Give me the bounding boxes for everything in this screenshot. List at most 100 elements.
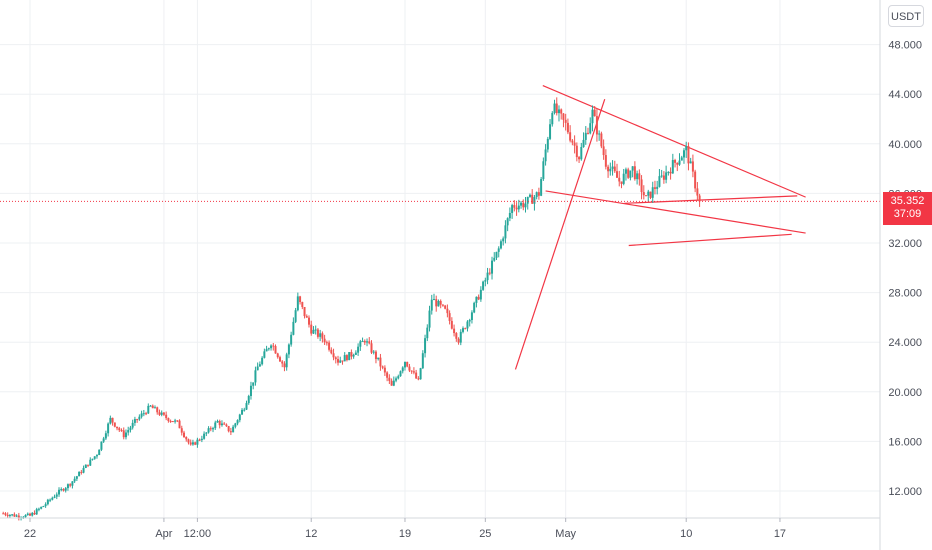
candle-body <box>551 112 554 125</box>
candle-body <box>124 432 127 438</box>
candle-body <box>508 212 511 219</box>
candle-body <box>354 352 357 355</box>
candle-body <box>51 497 54 500</box>
candle-body <box>113 422 116 427</box>
candle-body <box>238 414 241 421</box>
candle-body <box>696 188 699 196</box>
candle-body <box>437 300 440 307</box>
candle-body <box>482 281 485 290</box>
candle-body <box>660 175 663 177</box>
candle-body <box>685 146 688 151</box>
trendline[interactable] <box>514 98 606 370</box>
candle-body <box>656 186 659 189</box>
candle-body <box>587 132 589 134</box>
candle-body <box>321 333 324 339</box>
candle-body <box>560 109 563 114</box>
candle-body <box>227 426 230 432</box>
candle-body <box>55 494 58 497</box>
candle-body <box>426 327 429 339</box>
chart-grid <box>0 0 880 518</box>
candle-body <box>499 241 502 249</box>
trendline[interactable] <box>628 233 792 247</box>
candle-body <box>464 328 467 330</box>
price-axis[interactable]: 12.00016.00020.00024.00028.00032.00036.0… <box>888 40 922 498</box>
candle-body <box>582 139 585 148</box>
candle-body <box>604 155 607 167</box>
candle-body <box>680 157 683 161</box>
trendline[interactable] <box>545 190 806 234</box>
candle-body <box>156 407 159 413</box>
candle-body <box>316 329 319 337</box>
candle-body <box>174 420 177 422</box>
candle-body <box>31 512 34 516</box>
candle-body <box>493 257 496 261</box>
y-tick-label: 48.000 <box>888 40 922 52</box>
candle-body <box>602 146 605 156</box>
candle-body <box>359 341 362 347</box>
candle-body <box>495 251 498 258</box>
candle-body <box>473 302 476 313</box>
candle-body <box>598 133 601 135</box>
candle-body <box>343 355 346 362</box>
candle-body <box>104 433 107 439</box>
y-tick-label: 40.000 <box>888 139 922 151</box>
candle-body <box>73 478 76 482</box>
candle-body <box>412 371 415 373</box>
candle-body <box>243 409 246 411</box>
candle-body <box>44 504 47 507</box>
candle-body <box>209 428 212 430</box>
candle-body <box>93 456 96 459</box>
candle-body <box>665 172 668 180</box>
candle-body <box>247 396 250 404</box>
candle-body <box>116 426 119 429</box>
candle-body <box>308 317 310 325</box>
candle-body <box>687 146 690 164</box>
candle-body <box>319 333 322 337</box>
candle-body <box>662 175 665 180</box>
candle-body <box>435 299 438 307</box>
candle-body <box>136 419 139 421</box>
candle-body <box>397 376 400 379</box>
candle-body <box>140 413 143 417</box>
trendline[interactable] <box>542 84 806 198</box>
candle-body <box>95 455 98 457</box>
x-tick-label: 22 <box>24 528 36 540</box>
candle-body <box>299 296 302 303</box>
candle-body <box>33 512 36 515</box>
candle-body <box>218 420 221 426</box>
candle-body <box>98 449 101 456</box>
candle-body <box>522 202 525 208</box>
candle-body <box>694 171 697 189</box>
candle-body <box>129 427 132 431</box>
candle-body <box>60 489 63 491</box>
candle-body <box>278 357 281 362</box>
candle-body <box>544 149 547 162</box>
currency-button[interactable]: USDT <box>888 5 924 27</box>
candle-body <box>332 353 335 358</box>
x-tick-label: 25 <box>479 528 491 540</box>
candle-body <box>256 366 259 371</box>
time-axis[interactable]: 22 Apr 12:00 12 19 25 May 10 17 <box>24 518 786 540</box>
candle-body <box>58 489 61 495</box>
candle-body <box>11 514 14 516</box>
candle-body <box>198 439 201 441</box>
candle-body <box>627 169 630 178</box>
candle-body <box>406 361 409 367</box>
candle-body <box>62 489 65 491</box>
candle-body <box>531 194 534 204</box>
candle-body <box>553 103 556 113</box>
candle-body <box>348 352 351 361</box>
candle-body <box>249 385 252 397</box>
candle-body <box>272 345 275 347</box>
candle-body <box>616 171 619 178</box>
candle-body <box>187 439 190 443</box>
candle-body <box>491 260 494 274</box>
last-price-tag: 35.352 37:09 <box>883 192 932 225</box>
candle-body <box>102 438 105 442</box>
candle-body <box>138 416 141 420</box>
candle-body <box>207 428 210 433</box>
candle-body <box>185 437 188 440</box>
candle-body <box>29 513 31 516</box>
candle-body <box>421 353 424 369</box>
